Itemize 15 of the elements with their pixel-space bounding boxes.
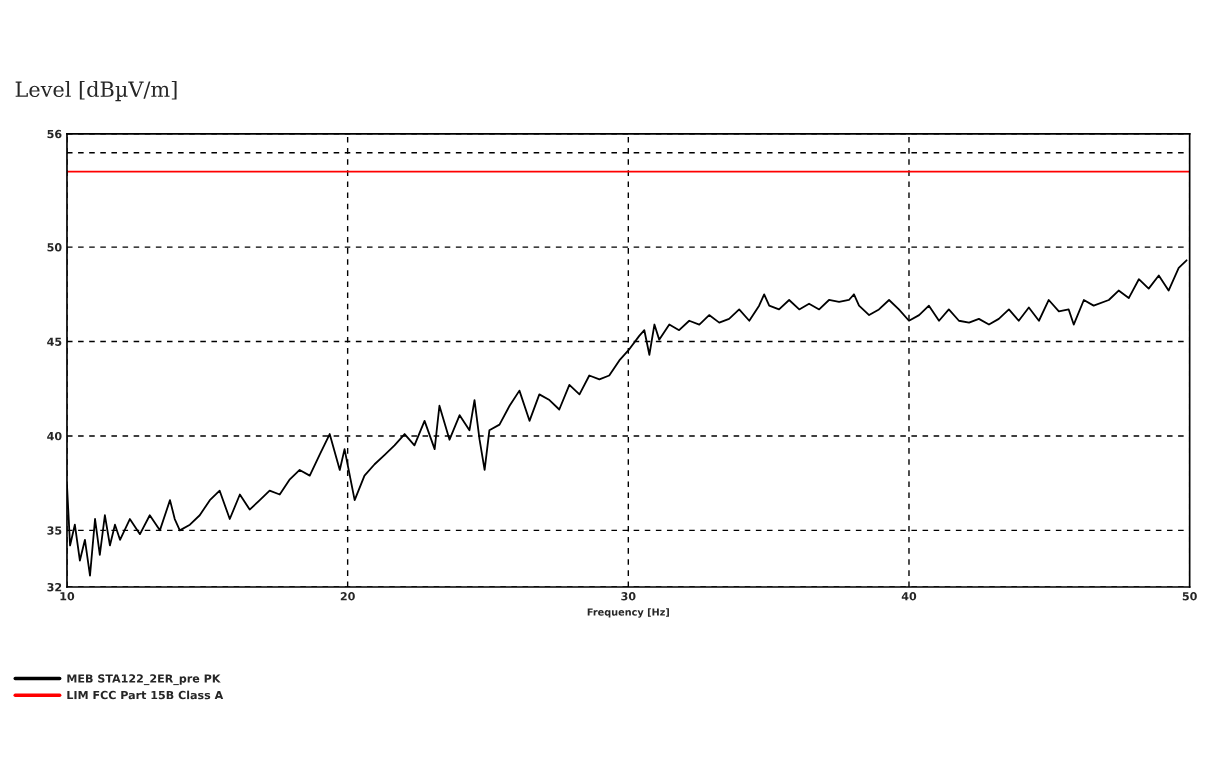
y-tick-label: 40 (47, 431, 62, 441)
y-tick-label: 35 (47, 526, 62, 535)
legend-label: MEB STA122_2ER_pre PK (67, 674, 221, 686)
y-tick-label: 45 (47, 337, 62, 346)
x-tick-label: 30 (621, 592, 636, 601)
legend-label: LIM FCC Part 15B Class A (67, 690, 224, 700)
x-tick-label: 40 (901, 592, 917, 601)
x-axis-title: Frequency [Hz] (587, 608, 669, 618)
x-tick-label: 10 (60, 592, 75, 601)
y-tick-label: 56 (47, 129, 62, 139)
x-tick-label: 20 (340, 592, 355, 601)
y-tick-label: 50 (47, 243, 62, 252)
y-axis-title: Level [dBµV/m] (15, 80, 177, 102)
x-tick-label: 50 (1182, 592, 1197, 601)
y-tick-label: 32 (47, 582, 62, 592)
